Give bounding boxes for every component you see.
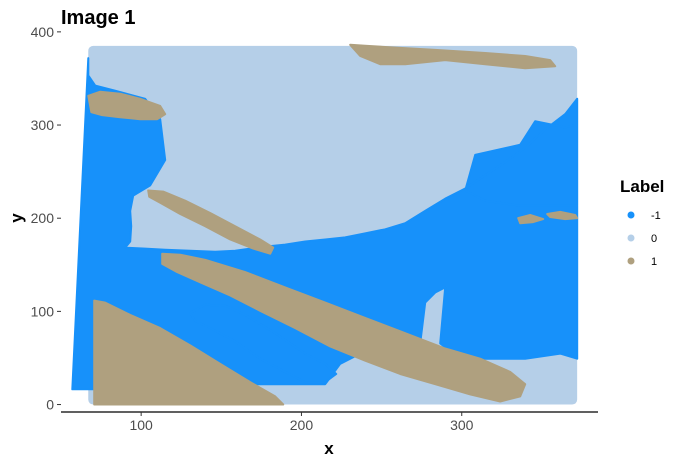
region-bottom-left-wedge [93, 299, 285, 406]
region-small-right-strip-2 [546, 210, 579, 221]
region-top-right-band [349, 43, 557, 70]
plot-area [71, 43, 579, 406]
region-lower-diagonal-band [161, 252, 527, 403]
axes: 100 200 300 0 100 200 300 400 [31, 24, 598, 433]
y-tick-label: 0 [46, 397, 54, 413]
legend-key--1 [627, 211, 635, 219]
region-middle-diagonal-band [147, 189, 275, 255]
legend-label-1: 1 [651, 256, 657, 268]
x-axis-label: x [324, 439, 334, 458]
y-axis-label: y [7, 213, 26, 223]
x-tick-label: 100 [129, 417, 153, 433]
legend-key-1 [627, 257, 635, 265]
legend: Label -1 0 1 [620, 177, 664, 268]
legend-label-0: 0 [651, 233, 657, 245]
x-tick-label: 200 [290, 417, 314, 433]
legend-title: Label [620, 177, 664, 196]
y-tick-label: 100 [31, 303, 55, 319]
y-tick-label: 200 [31, 210, 55, 226]
legend-label--1: -1 [651, 210, 661, 222]
region-left-blob [87, 90, 167, 121]
region-small-right-strip [517, 214, 545, 225]
region-lower-pocket [189, 303, 338, 384]
y-tick-label: 300 [31, 117, 55, 133]
x-tick-label: 300 [450, 417, 474, 433]
region-upper-region [71, 57, 579, 391]
legend-key-0 [627, 234, 635, 242]
chart-title: Image 1 [61, 7, 135, 29]
y-tick-label: 400 [31, 24, 55, 40]
